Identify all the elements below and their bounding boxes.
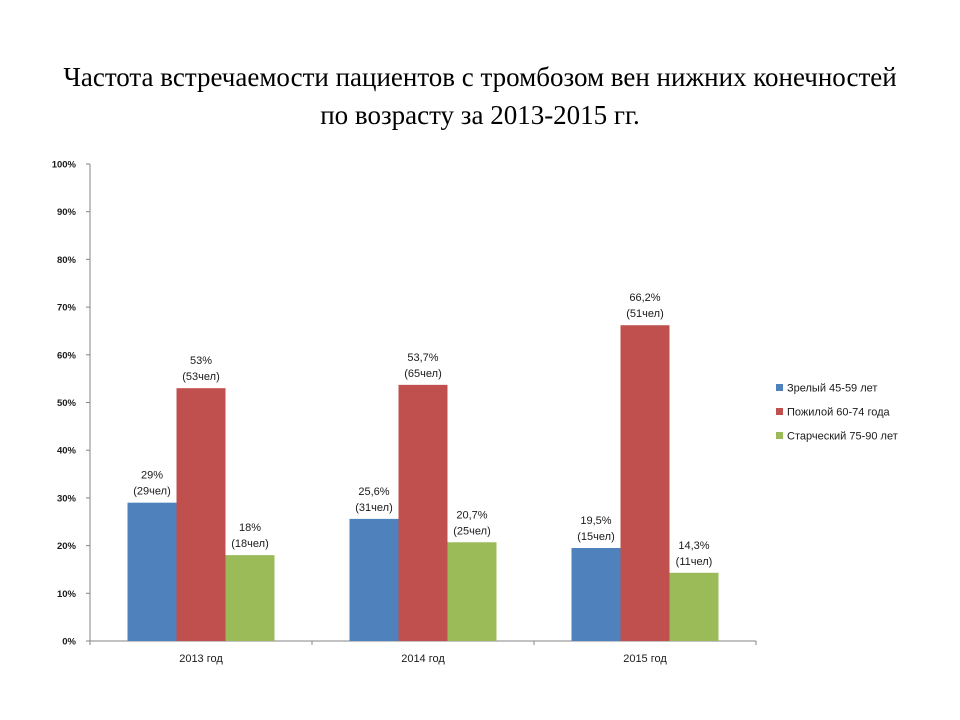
bar [398, 384, 448, 641]
bar [349, 518, 399, 641]
y-tick-label: 90% [57, 207, 77, 218]
y-tick-label: 10% [57, 589, 77, 600]
bar [620, 325, 670, 641]
data-label-count: (31чел) [355, 502, 392, 514]
data-label-count: (29чел) [133, 486, 170, 498]
data-label-percent: 19,5% [580, 515, 611, 527]
legend: Зрелый 45-59 лет Пожилой 60-74 года Старче… [776, 383, 898, 443]
data-labels: 29% (29чел) 53% (53чел) 18% (18чел) 25,6% (31че… [133, 292, 712, 568]
chart-title: Частота встречаемости пациентов с тромбо… [63, 62, 897, 130]
legend-swatch [776, 432, 783, 439]
data-label-percent: 25,6% [358, 486, 389, 498]
data-label-percent: 53,7% [407, 352, 438, 364]
y-tick-label: 100% [52, 160, 77, 171]
legend-label: Пожилой 60-74 года [787, 407, 891, 419]
data-label-percent: 20,7% [456, 509, 487, 521]
legend-swatch [776, 384, 783, 391]
data-label-count: (18чел) [231, 538, 268, 550]
y-axis: 0% 10% 20% 30% 40% 50% 60% 70% 80% 90% 100% [52, 160, 91, 648]
x-category-label: 2014 год [401, 653, 445, 665]
y-tick-label: 50% [57, 398, 77, 409]
y-tick-label: 30% [57, 493, 77, 504]
data-label-count: (65чел) [404, 368, 441, 380]
data-label-percent: 18% [239, 522, 261, 534]
data-label-percent: 53% [190, 355, 212, 367]
y-tick-label: 40% [57, 446, 77, 457]
bar [447, 542, 497, 641]
data-label-percent: 14,3% [678, 540, 709, 552]
legend-swatch [776, 408, 783, 415]
bars [127, 325, 719, 641]
data-label-count: (25чел) [453, 525, 490, 537]
data-label-count: (15чел) [577, 531, 614, 543]
x-category-label: 2015 год [623, 653, 667, 665]
bar [225, 555, 275, 641]
bar [571, 547, 621, 641]
bar [127, 502, 177, 641]
y-tick-label: 0% [62, 637, 76, 648]
data-label-count: (53чел) [182, 371, 219, 383]
x-axis: 2013 год 2014 год 2015 год [89, 640, 757, 665]
x-category-label: 2013 год [179, 653, 223, 665]
legend-label: Старческий 75-90 лет [787, 431, 898, 443]
y-tick-label: 80% [57, 255, 77, 266]
y-tick-label: 60% [57, 350, 77, 361]
data-label-count: (11чел) [676, 556, 713, 568]
bar [669, 572, 719, 641]
y-tick-label: 70% [57, 303, 77, 314]
bar [176, 388, 226, 641]
data-label-count: (51чел) [626, 308, 663, 320]
legend-label: Зрелый 45-59 лет [787, 383, 877, 395]
data-label-percent: 29% [141, 470, 163, 482]
data-label-percent: 66,2% [629, 292, 660, 304]
y-tick-label: 20% [57, 541, 77, 552]
